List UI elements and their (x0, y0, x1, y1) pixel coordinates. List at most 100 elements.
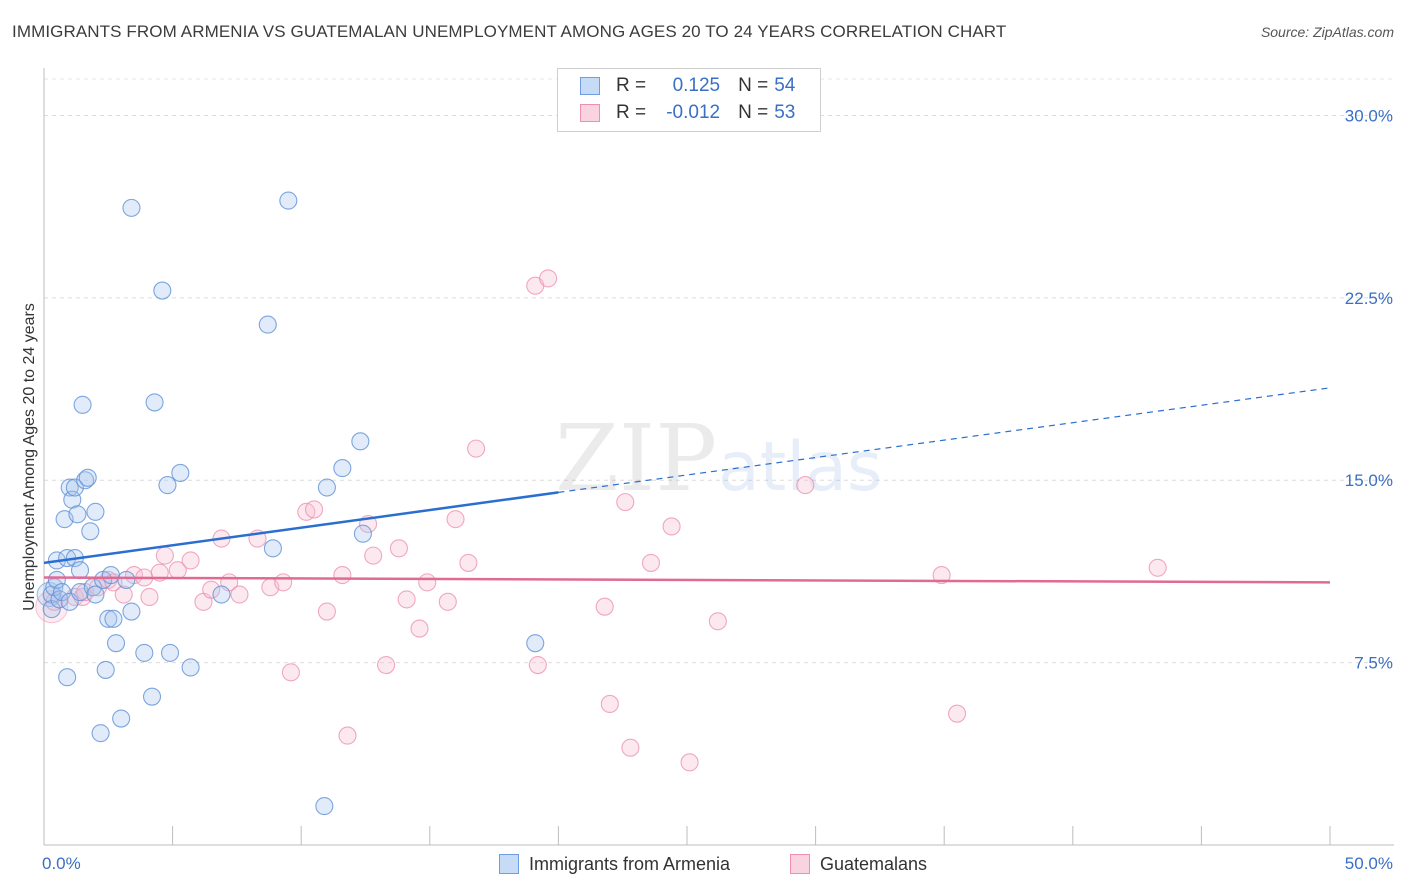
watermark-atlas: atlas (718, 428, 882, 507)
armenia-point (153, 281, 172, 300)
guatemalans-point (662, 517, 681, 536)
armenia-point (122, 198, 141, 217)
guatemalans-point (181, 551, 200, 570)
y-tick-label: 7.5% (1354, 654, 1393, 673)
armenia-point (52, 583, 72, 602)
guatemalans-point (364, 546, 383, 565)
legend-n-label: N = (738, 102, 769, 123)
armenia-point (65, 478, 84, 497)
armenia-point (526, 634, 545, 653)
legend-n-value-armenia: 54 (774, 75, 796, 96)
guatemalans-point (317, 602, 336, 621)
guatemalans-point (418, 573, 437, 592)
guatemalans-point (338, 726, 357, 745)
tick-labels: 7.5% 15.0% 22.5% 30.0% 0.0% 50.0% (42, 106, 1393, 873)
guatemalans-point (616, 493, 635, 512)
armenia-point (86, 502, 105, 521)
armenia-point (353, 524, 372, 543)
guatemalans-point (1148, 558, 1167, 577)
guatemalans-point (202, 580, 221, 599)
bottom-legend-label-armenia: Immigrants from Armenia (529, 853, 731, 874)
guatemalans-point (467, 439, 486, 458)
bottom-legend-label-guatemalans: Guatemalans (820, 853, 928, 874)
armenia-point (58, 668, 77, 687)
y-tick-label: 30.0% (1345, 106, 1393, 125)
armenia-point (96, 660, 115, 679)
guatemalans-point (641, 553, 661, 572)
armenia-trend-line (43, 491, 559, 565)
legend-row-guatemalans: R = -0.012 N = 53 (580, 100, 795, 126)
bottom-legend-swatch-guatemalans (790, 854, 810, 874)
armenia-point (81, 522, 100, 541)
guatemalans-point (539, 269, 558, 288)
guatemalans-point (595, 597, 614, 616)
legend-r-value-armenia: 0.125 (672, 75, 721, 96)
legend-swatch-guatemalans (580, 104, 600, 122)
guatemalans-point (305, 500, 324, 519)
watermark: ZIP atlas (555, 405, 882, 512)
guatemalans-point (600, 694, 619, 714)
armenia-point (99, 609, 118, 628)
guatemalans-point (438, 592, 457, 611)
armenia-point (135, 643, 154, 662)
armenia-trend-extension (558, 387, 1331, 493)
chart-title: IMMIGRANTS FROM ARMENIA VS GUATEMALAN UN… (12, 22, 1007, 41)
armenia-point (86, 585, 105, 604)
armenia-point (171, 463, 190, 482)
armenia-point (117, 570, 136, 589)
axes (43, 68, 1394, 846)
armenia-point (122, 602, 141, 621)
guatemalans-point (932, 566, 951, 585)
armenia-point (158, 476, 177, 495)
guatemalans-point (621, 738, 640, 757)
armenia-point (145, 393, 164, 412)
armenia-point (68, 505, 87, 524)
source-label: Source: ZipAtlas.com (1260, 24, 1394, 40)
armenia-point (212, 585, 231, 604)
guatemalans-point (155, 546, 174, 565)
guatemalans-point (680, 753, 699, 772)
armenia-point (73, 395, 92, 414)
armenia-point (258, 315, 277, 334)
guatemalans-point (446, 510, 465, 529)
guatemalans-point (708, 612, 727, 631)
guatemalans-point (397, 590, 416, 609)
legend-row-armenia: R = 0.125 N = 54 (580, 73, 795, 99)
watermark-zip: ZIP (555, 405, 717, 512)
trend-lines (43, 387, 1331, 584)
armenia-points (36, 191, 545, 816)
armenia-point (70, 561, 90, 580)
y-tick-label: 15.0% (1345, 471, 1393, 490)
guatemalans-point (459, 553, 478, 572)
armenia-point (279, 191, 298, 210)
guatemalans-point (796, 476, 815, 495)
armenia-point (351, 432, 370, 451)
bottom-legend-guatemalans: Guatemalans (790, 852, 927, 876)
armenia-point (263, 539, 282, 558)
y-tick-label: 22.5% (1345, 289, 1393, 308)
armenia-point (78, 468, 97, 487)
legend-n-value-guatemalans: 53 (774, 102, 796, 123)
armenia-point (76, 471, 95, 490)
guatemalans-points (35, 269, 1167, 772)
x-tick-label: 50.0% (1345, 854, 1393, 873)
armenia-point (181, 658, 200, 677)
grid-lines (44, 78, 1395, 664)
bottom-legend-armenia: Immigrants from Armenia (499, 852, 730, 876)
armenia-point (42, 600, 61, 619)
x-tick-label: 0.0% (42, 854, 81, 873)
armenia-point (142, 687, 162, 706)
legend-r-value-guatemalans: -0.012 (666, 102, 721, 123)
guatemalans-point (281, 663, 300, 682)
armenia-point (106, 634, 126, 653)
guatemalans-point (230, 585, 249, 604)
guatemalans-point (410, 619, 429, 638)
correlation-legend: R = 0.125 N = 54 R = -0.012 N = 53 (557, 68, 821, 132)
armenia-point (315, 797, 334, 816)
armenia-point (112, 709, 131, 728)
guatemalans-point (333, 566, 352, 585)
guatemalans-point (948, 704, 967, 723)
bottom-legend-swatch-armenia (499, 854, 519, 874)
guatemalans-point (377, 656, 396, 675)
armenia-point (160, 643, 180, 662)
